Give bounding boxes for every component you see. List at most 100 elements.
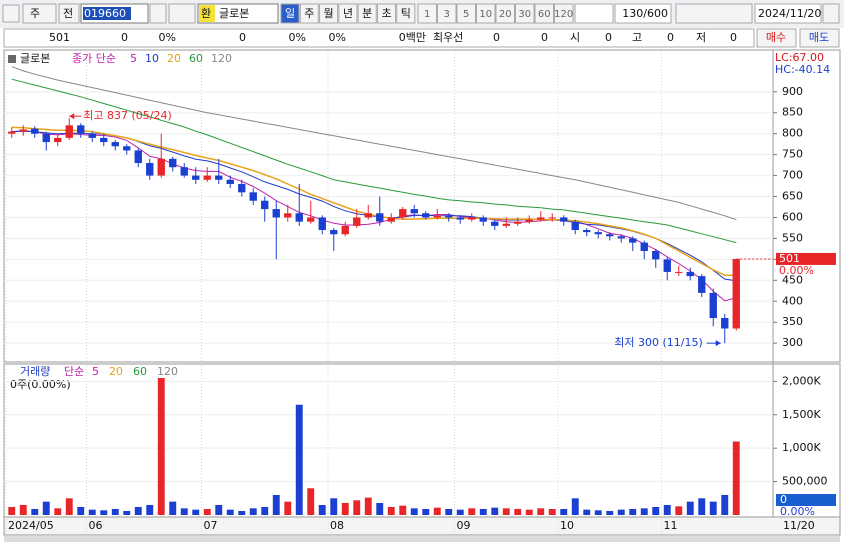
candle-body [387,217,395,222]
prefix-button[interactable] [58,3,80,24]
volume-bar [433,507,441,515]
sell-label: 매도 [809,31,829,44]
candle-body [548,217,556,219]
candle-body [663,259,671,272]
interval-button[interactable] [495,3,515,24]
search-button[interactable] [149,3,167,24]
period-label: 주 [304,7,314,20]
volume-bar [629,508,637,515]
volume-bar [180,508,188,515]
legend-title: 종가 단순 [72,52,116,65]
legend-entry: 60 [189,52,203,65]
scrollbar[interactable] [4,536,840,542]
x-tick-label: 08 [330,519,344,532]
volume-bar [571,498,579,515]
info-cell: 최우선 [433,31,463,44]
interval-button[interactable] [554,3,574,24]
date-box[interactable] [754,3,822,24]
candle-body [134,150,142,164]
ma-line [11,130,737,302]
exchange-badge-box [199,5,215,22]
volume-bar [491,507,499,515]
candle-body [215,175,223,180]
buy-button[interactable] [756,28,797,48]
volume-bar [560,508,568,515]
volume-current: 0 [780,493,787,506]
candle-body [307,217,315,222]
market-select[interactable] [22,3,57,24]
x-tick-label: 10 [560,519,574,532]
interval-button[interactable] [437,3,457,24]
candle-body [123,146,131,151]
interval-button[interactable] [417,3,437,24]
candle-body [65,125,73,138]
high-annotation: 최고 837 (05/24) [83,109,172,122]
legend-entry: 120 [211,52,232,65]
legend-title: 단순 [64,365,84,378]
volume-bar [100,510,108,515]
volume-bar [617,509,625,515]
candle-body [686,271,694,277]
volume-bar [215,504,223,515]
volume-bar [410,508,418,515]
period-label: 분 [362,7,372,20]
interval-button[interactable] [456,3,476,24]
interval-label: 3 [444,9,450,20]
hc-label: HC:-40.14 [775,63,830,76]
volume-bar [399,505,407,515]
interval-button[interactable] [476,3,496,24]
volume-bar [445,508,453,515]
info-cell: 0% [329,31,346,44]
x-tick-label: 07 [204,519,218,532]
period-label: 초 [381,7,391,20]
info-cell: 0% [159,31,176,44]
volume-bar [422,508,430,515]
calendar-button[interactable] [822,3,840,24]
candle-body [111,142,119,147]
period-button[interactable] [377,3,396,24]
period-button[interactable] [338,3,358,24]
y-tick-label: 700 [782,169,803,182]
info-cell: 저 [696,31,706,44]
interval-dropdown[interactable] [574,3,614,24]
period-button[interactable] [396,3,416,24]
candle-body [583,230,591,233]
period-button[interactable] [299,3,319,24]
candle-body [652,250,660,260]
y-tick-label: 1,000K [782,441,821,454]
y-tick-label: 2,000K [782,374,821,387]
volume-bar [548,508,556,515]
period-button[interactable] [280,3,300,24]
volume-bar [203,508,211,515]
candle-body [571,221,579,231]
candle-body [341,225,349,235]
y-tick-label: 1,500K [782,408,821,421]
volume-bar [652,506,660,515]
candle-body [226,179,234,184]
tool-icons[interactable] [675,3,753,24]
interval-label: 120 [554,9,573,20]
sound-button[interactable] [168,3,196,24]
candle-body [272,209,280,218]
period-button[interactable] [357,3,377,24]
period-button[interactable] [319,3,339,24]
interval-button[interactable] [534,3,554,24]
candle-body [617,236,625,239]
candle-body [77,125,85,134]
volume-bar [284,501,292,515]
period-label: 틱 [401,7,411,20]
count-box[interactable] [614,3,672,24]
candle-body [422,213,430,218]
info-cell: 고 [632,31,642,44]
info-cell: 0백만 [399,31,426,44]
volume-bar [525,509,533,515]
exchange-badge: 환 [201,7,211,20]
sell-button[interactable] [799,28,840,48]
low-arrowhead [715,340,721,347]
ma-line [11,126,737,277]
y-tick-label: 350 [782,315,803,328]
candle-body [31,128,39,134]
interval-button[interactable] [515,3,535,24]
menu-icon[interactable] [2,4,20,23]
candle-body [100,137,108,143]
